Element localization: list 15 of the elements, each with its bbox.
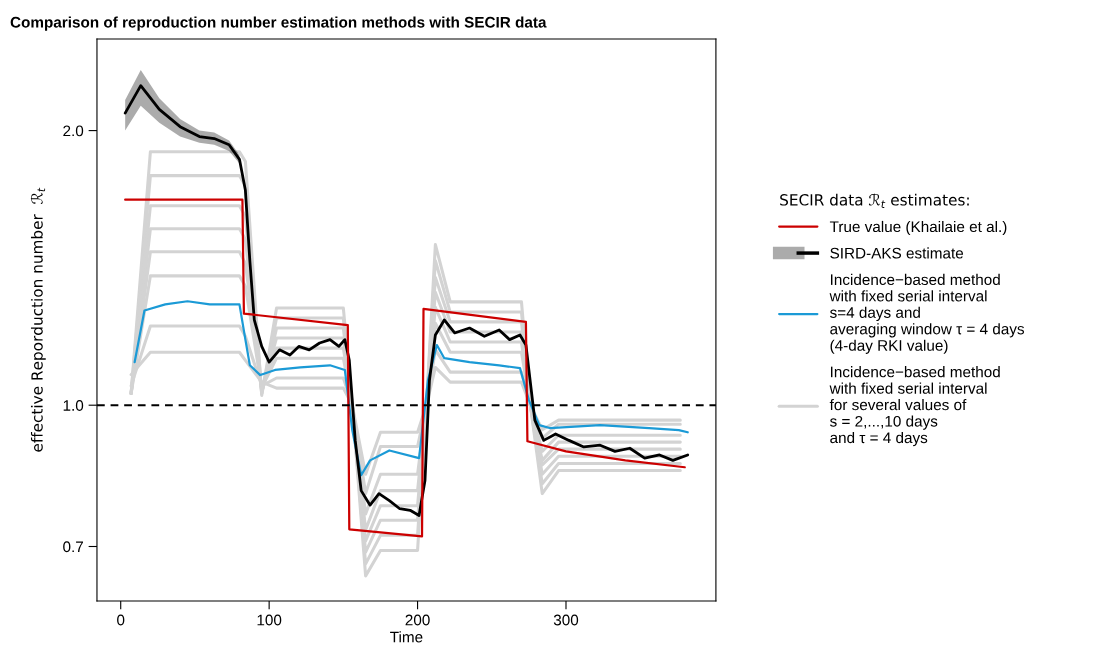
legend-label: True value (Khailaie et al.) [829,220,1007,236]
y-tick-label: 1.0 [63,400,84,411]
x-tick-label: 200 [405,614,430,626]
legend-title: SECIR data ℛ$_{t}$ estimates: [780,193,969,208]
chart-title: Comparison of reproduction number estimation methods with SECIR data [10,16,547,31]
y-tick-label: 2.0 [63,125,84,137]
x-tick-label: 100 [257,614,282,626]
y-tick-label: 0.7 [63,541,84,553]
legend-label: Incidence−based method with fixed serial interval for several values of s = 2,...,10 days and τ = 4 days [829,366,1000,447]
legend-label: Incidence−based method with fixed serial interval s=4 days and averaging window τ = 4 days (4-day RKI value) [829,273,1025,354]
x-tick-label: 0 [117,614,125,626]
legend-label: SIRD-AKS estimate [830,247,964,259]
x-axis-title: Time [390,631,423,643]
x-tick-label: 300 [553,614,579,626]
y-axis-title: effective Reporduction number ℛ$_{t}$ [30,187,46,452]
